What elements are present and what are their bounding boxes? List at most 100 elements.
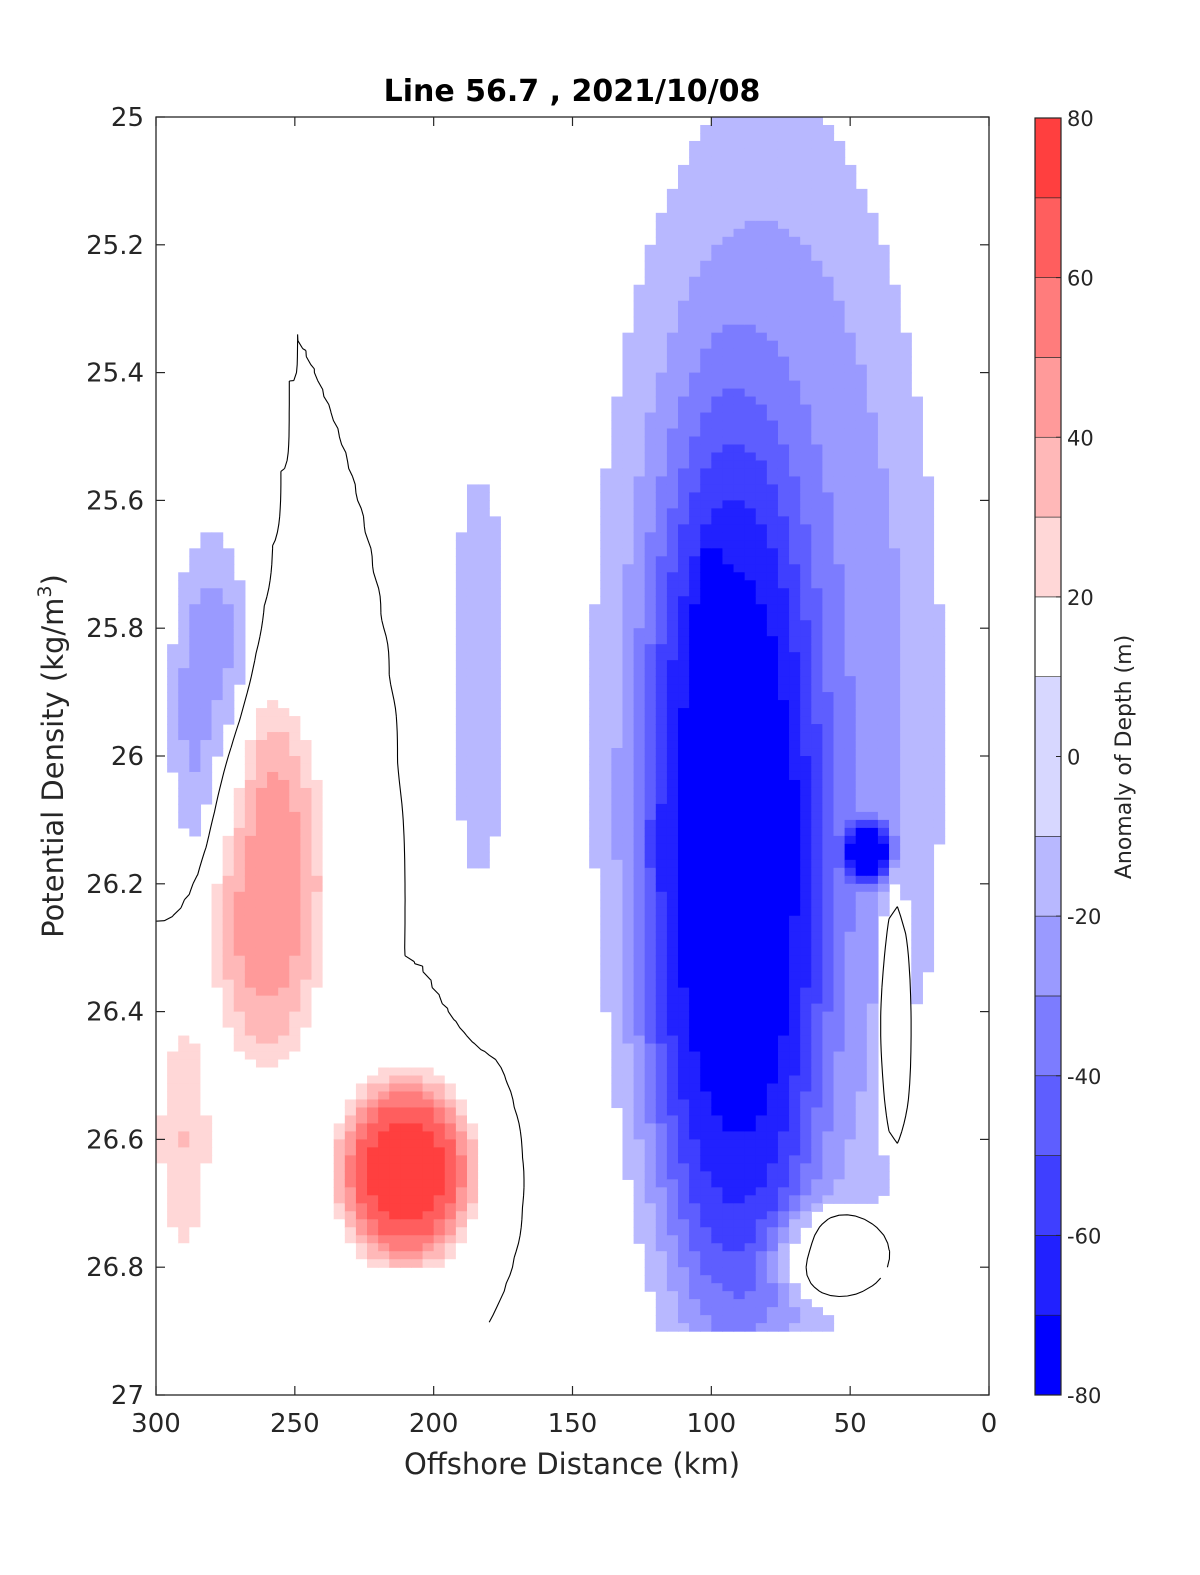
contour-cell (267, 851, 279, 861)
contour-cell (900, 811, 912, 821)
contour-cell (877, 348, 890, 358)
contour-cell (855, 284, 868, 294)
contour-cell (844, 1003, 857, 1013)
contour-cell (222, 708, 235, 717)
contour-cell (789, 795, 801, 805)
contour-cell (866, 1131, 879, 1140)
contour-cell (733, 971, 746, 981)
contour-cell (700, 732, 712, 741)
contour-cell (833, 1243, 846, 1252)
contour-cell (600, 875, 612, 885)
contour-cell (711, 971, 724, 981)
contour-cell (700, 1123, 712, 1133)
contour-cell (889, 803, 901, 813)
contour-cell (444, 1091, 457, 1101)
contour-cell (777, 1059, 790, 1069)
contour-cell (211, 628, 224, 637)
contour-cell (178, 756, 190, 765)
contour-cell (455, 1139, 468, 1148)
contour-cell (700, 292, 712, 302)
contour-cell (322, 883, 335, 893)
contour-cell (267, 803, 279, 813)
contour-cell (622, 532, 635, 541)
contour-cell (777, 763, 790, 773)
contour-cell (600, 971, 612, 981)
contour-cell (844, 236, 857, 246)
contour-cell (267, 1067, 279, 1077)
contour-cell (222, 620, 235, 629)
contour-cell (877, 572, 890, 581)
contour-cell (822, 947, 835, 957)
contour-cell (811, 364, 823, 374)
contour-cell (267, 771, 279, 781)
contour-cell (733, 1163, 746, 1172)
contour-cell (644, 883, 657, 893)
contour-cell (877, 700, 890, 709)
contour-cell (644, 1115, 657, 1125)
contour-cell (744, 476, 757, 486)
contour-cell (877, 548, 890, 557)
contour-cell (233, 843, 246, 853)
contour-cell (255, 732, 268, 741)
contour-cell (622, 484, 635, 494)
contour-cell (722, 484, 735, 494)
contour-cell (200, 979, 213, 989)
contour-cell (344, 1099, 357, 1109)
contour-cell (866, 1011, 879, 1021)
contour-cell (489, 740, 501, 749)
contour-cell (611, 1091, 624, 1101)
contour-cell (222, 883, 235, 893)
contour-cell (766, 228, 779, 238)
contour-cell (400, 1155, 413, 1164)
contour-cell (289, 859, 301, 869)
contour-cell (655, 220, 668, 230)
contour-cell (866, 348, 879, 358)
contour-cell (722, 1123, 735, 1133)
contour-cell (666, 795, 679, 805)
contour-cell (711, 268, 724, 278)
contour-cell (866, 1075, 879, 1085)
contour-cell (655, 1163, 668, 1172)
contour-cell (233, 883, 246, 893)
contour-cell (600, 676, 612, 685)
contour-cell (711, 372, 724, 382)
contour-cell (678, 604, 690, 613)
contour-cell (800, 1027, 812, 1037)
contour-cell (811, 444, 823, 454)
contour-cell (633, 1083, 646, 1093)
contour-cell (700, 1051, 712, 1061)
contour-cell (766, 875, 779, 885)
contour-cell (777, 524, 790, 533)
contour-cell (678, 220, 690, 230)
contour-cell (289, 692, 301, 701)
contour-cell (777, 1027, 790, 1037)
contour-cell (666, 652, 679, 661)
contour-cell (167, 644, 179, 653)
contour-cell (789, 811, 801, 821)
contour-cell (678, 1115, 690, 1125)
contour-cell (466, 540, 479, 549)
contour-cell (822, 1019, 835, 1029)
contour-cell (622, 692, 635, 701)
contour-cell (755, 899, 768, 909)
contour-cell (633, 292, 646, 302)
contour-cell (655, 907, 668, 917)
contour-cell (666, 716, 679, 725)
contour-cell (789, 756, 801, 765)
contour-cell (300, 1003, 313, 1013)
contour-cell (678, 492, 690, 501)
contour-cell (644, 1139, 657, 1148)
contour-cell (789, 1067, 801, 1077)
contour-cell (622, 1075, 635, 1085)
contour-cell (822, 1075, 835, 1085)
contour-cell (744, 340, 757, 350)
contour-cell (289, 724, 301, 733)
contour-cell (811, 460, 823, 470)
contour-cell (744, 1019, 757, 1029)
contour-cell (733, 172, 746, 182)
contour-cell (689, 1323, 701, 1332)
contour-cell (466, 724, 479, 733)
contour-cell (178, 628, 190, 637)
contour-cell (289, 811, 301, 821)
contour-cell (733, 380, 746, 390)
